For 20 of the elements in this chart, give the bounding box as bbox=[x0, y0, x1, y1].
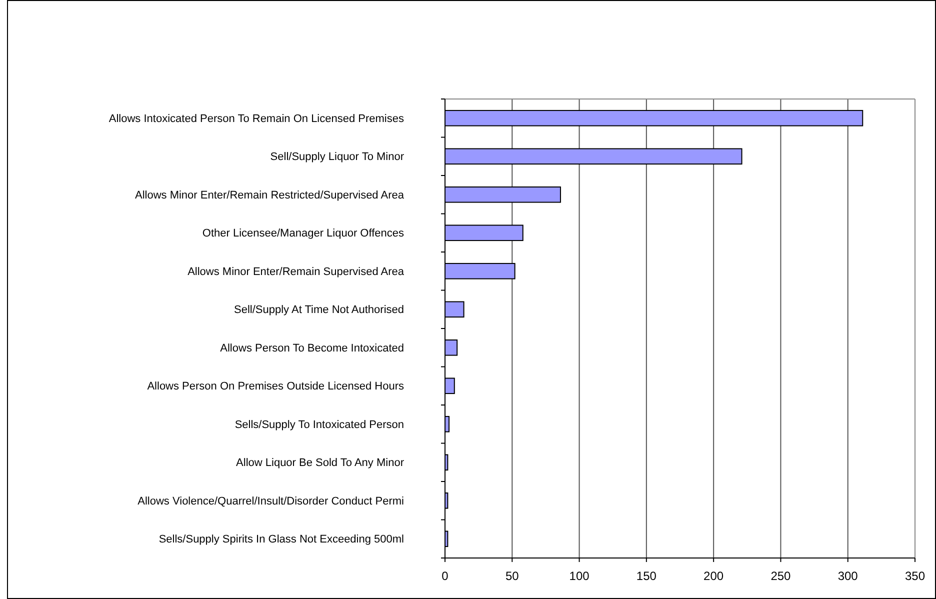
x-tick-label: 350 bbox=[904, 569, 926, 583]
y-tick-label: Other Licensee/Manager Liquor Offences bbox=[202, 228, 404, 240]
x-tick-label: 100 bbox=[569, 569, 590, 583]
y-tick-label: Allow Liquor Be Sold To Any Minor bbox=[236, 457, 404, 470]
y-tick-label: Allows Minor Enter/Remain Supervised Area bbox=[188, 266, 405, 278]
y-tick-label: Sells/Supply To Intoxicated Person bbox=[234, 418, 404, 431]
x-tick-label: 200 bbox=[704, 569, 724, 583]
y-tick-label: Allows Person On Premises Outside Licensed Hours bbox=[147, 380, 404, 393]
y-tick-label: Sell/Supply Liquor To Minor bbox=[270, 151, 404, 164]
y-tick-label: Allows Person To Become Intoxicated bbox=[220, 342, 404, 354]
x-tick-label: 300 bbox=[838, 569, 858, 583]
y-tick-label: Sells/Supply Spirits In Glass Not Exceeding 500ml bbox=[158, 534, 404, 546]
x-tick-label: 50 bbox=[505, 569, 520, 583]
x-tick-label: 250 bbox=[770, 569, 792, 583]
x-tick-label: 150 bbox=[636, 569, 657, 583]
y-tick-label: Sell/Supply At Time Not Authorised bbox=[234, 304, 404, 316]
y-tick-label: Allows Intoxicated Person To Remain On Licensed Premises bbox=[108, 112, 404, 125]
y-tick-label: Allows Minor Enter/Remain Restricted/Supervised Area bbox=[134, 189, 405, 202]
y-tick-label: Allows Violence/Quarrel/Insult/Disorder Conduct Permi bbox=[138, 495, 404, 508]
x-tick-label: 0 bbox=[442, 569, 449, 583]
